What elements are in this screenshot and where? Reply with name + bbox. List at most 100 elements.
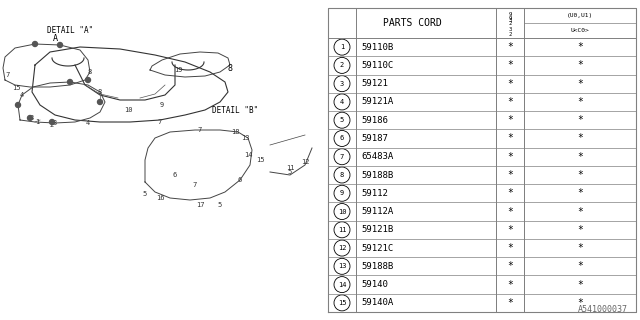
Text: 59188B: 59188B	[361, 262, 393, 271]
Text: 59110B: 59110B	[361, 43, 393, 52]
Text: 8: 8	[227, 63, 232, 73]
Text: 59188B: 59188B	[361, 171, 393, 180]
Text: 59186: 59186	[361, 116, 388, 125]
Text: 8: 8	[88, 69, 92, 75]
Text: 15: 15	[12, 85, 20, 91]
Circle shape	[67, 79, 72, 84]
Text: 9
2
3
2: 9 2 3 2	[508, 16, 511, 37]
Text: 13: 13	[241, 135, 249, 141]
Text: 9: 9	[340, 190, 344, 196]
Text: A541000037: A541000037	[578, 305, 628, 314]
Text: PARTS CORD: PARTS CORD	[383, 18, 442, 28]
Text: 15: 15	[256, 157, 264, 163]
Text: *: *	[507, 133, 513, 143]
Text: 59121C: 59121C	[361, 244, 393, 252]
Text: *: *	[507, 298, 513, 308]
Text: 11: 11	[285, 165, 294, 171]
Text: 7: 7	[6, 72, 10, 78]
Text: *: *	[577, 298, 583, 308]
Text: 59121: 59121	[361, 79, 388, 88]
Text: 6: 6	[340, 135, 344, 141]
Text: 3: 3	[30, 115, 34, 121]
Text: 5: 5	[340, 117, 344, 123]
Text: 2: 2	[340, 62, 344, 68]
Text: *: *	[577, 133, 583, 143]
Text: 15: 15	[338, 300, 346, 306]
Text: *: *	[507, 60, 513, 70]
Text: 14: 14	[244, 152, 252, 158]
Text: 4: 4	[340, 99, 344, 105]
Text: *: *	[577, 152, 583, 162]
Circle shape	[97, 100, 102, 105]
Text: *: *	[507, 170, 513, 180]
Text: 59112A: 59112A	[361, 207, 393, 216]
Text: U<C0>: U<C0>	[571, 28, 589, 33]
Circle shape	[33, 42, 38, 46]
Text: *: *	[577, 243, 583, 253]
Text: *: *	[577, 79, 583, 89]
Circle shape	[86, 77, 90, 83]
Text: *: *	[577, 225, 583, 235]
Circle shape	[15, 102, 20, 108]
Text: 18: 18	[231, 129, 239, 135]
Text: DETAIL "A": DETAIL "A"	[47, 26, 93, 35]
Text: *: *	[577, 206, 583, 217]
Text: *: *	[577, 60, 583, 70]
Text: 6: 6	[238, 177, 242, 183]
Text: 65483A: 65483A	[361, 152, 393, 161]
Text: *: *	[577, 280, 583, 290]
Text: 1: 1	[35, 119, 39, 125]
Text: 16: 16	[156, 195, 164, 201]
Text: 59187: 59187	[361, 134, 388, 143]
Text: 4: 4	[86, 120, 90, 126]
Text: 1: 1	[340, 44, 344, 50]
Text: *: *	[507, 225, 513, 235]
Text: 59140: 59140	[361, 280, 388, 289]
Text: A: A	[52, 34, 58, 43]
Text: 13: 13	[338, 263, 346, 269]
Text: *: *	[577, 42, 583, 52]
Text: *: *	[577, 97, 583, 107]
Text: 5: 5	[288, 169, 292, 175]
Text: 4: 4	[20, 92, 24, 98]
Text: *: *	[507, 280, 513, 290]
Text: 7: 7	[198, 127, 202, 133]
Text: *: *	[507, 79, 513, 89]
Text: *: *	[507, 42, 513, 52]
Circle shape	[58, 43, 63, 47]
Text: *: *	[577, 188, 583, 198]
Circle shape	[49, 119, 54, 124]
Text: 59121A: 59121A	[361, 97, 393, 107]
Text: 5: 5	[143, 191, 147, 197]
Text: 12: 12	[338, 245, 346, 251]
Text: 7: 7	[158, 119, 162, 125]
Text: (U0,U1): (U0,U1)	[567, 13, 593, 18]
Text: *: *	[507, 115, 513, 125]
Text: 3: 3	[340, 81, 344, 87]
Text: *: *	[507, 206, 513, 217]
Text: 3: 3	[53, 120, 57, 126]
Text: 14: 14	[338, 282, 346, 288]
Text: 17: 17	[196, 202, 204, 208]
Text: 6: 6	[173, 172, 177, 178]
Text: 10: 10	[124, 107, 132, 113]
Text: *: *	[507, 152, 513, 162]
Text: 59110C: 59110C	[361, 61, 393, 70]
Text: 7: 7	[340, 154, 344, 160]
Text: 5: 5	[218, 202, 222, 208]
Text: *: *	[507, 97, 513, 107]
Text: *: *	[577, 261, 583, 271]
Text: DETAIL "B": DETAIL "B"	[212, 106, 258, 115]
Text: 9
3: 9 3	[508, 12, 511, 23]
Text: 11: 11	[338, 227, 346, 233]
Text: 8: 8	[98, 89, 102, 95]
Text: 59121B: 59121B	[361, 225, 393, 234]
Text: 59112: 59112	[361, 189, 388, 198]
Text: *: *	[507, 243, 513, 253]
Text: 19: 19	[173, 67, 182, 73]
Text: *: *	[507, 188, 513, 198]
Text: *: *	[577, 170, 583, 180]
Text: *: *	[507, 261, 513, 271]
Text: 9: 9	[160, 102, 164, 108]
Text: 2: 2	[50, 122, 54, 128]
